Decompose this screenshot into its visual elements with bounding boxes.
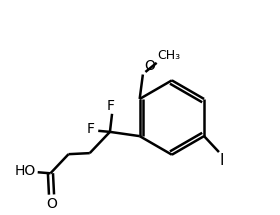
- Text: F: F: [87, 122, 95, 136]
- Text: O: O: [144, 59, 155, 73]
- Text: I: I: [220, 153, 224, 168]
- Text: CH₃: CH₃: [157, 49, 180, 62]
- Text: O: O: [46, 197, 57, 211]
- Text: HO: HO: [14, 164, 36, 178]
- Text: F: F: [107, 99, 115, 113]
